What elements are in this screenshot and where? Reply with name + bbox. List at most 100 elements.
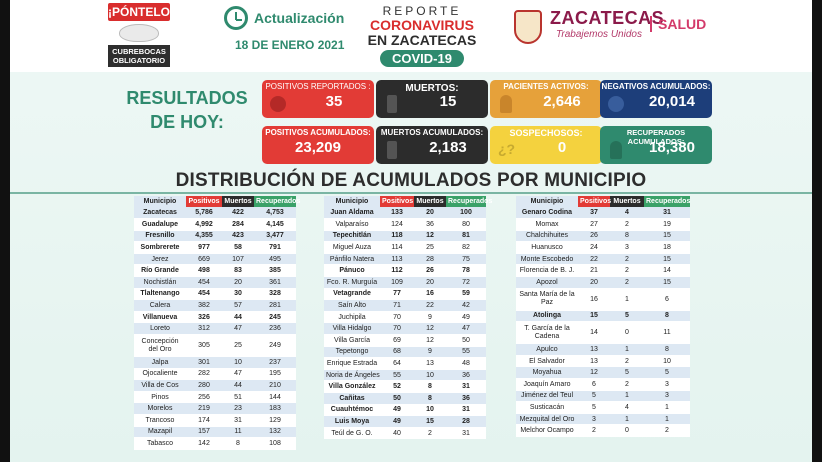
cell-positivos: 13 bbox=[578, 343, 610, 356]
cell-municipio: Teúl de G. O. bbox=[324, 427, 380, 440]
cell-municipio: Pánfilo Natera bbox=[324, 253, 380, 266]
cell-positivos: 124 bbox=[380, 218, 414, 231]
table-row: Tepetongo 68 9 55 bbox=[324, 346, 486, 359]
table-row: Chalchihuites 26 8 15 bbox=[516, 230, 690, 243]
table-row: Noria de Ángeles 55 10 36 bbox=[324, 369, 486, 382]
cell-muertos: 8 bbox=[414, 380, 446, 393]
cell-recuperados: 75 bbox=[446, 253, 486, 266]
cell-municipio: Apulco bbox=[516, 343, 578, 356]
cell-positivos: 113 bbox=[380, 253, 414, 266]
cell-municipio: Cañitas bbox=[324, 392, 380, 405]
card-value: 15 bbox=[439, 93, 457, 110]
cell-muertos: 31 bbox=[222, 414, 254, 427]
cell-muertos: 12 bbox=[414, 322, 446, 336]
cell-muertos: 2 bbox=[610, 355, 644, 368]
cell-muertos: 0 bbox=[610, 321, 644, 345]
cell-muertos: 44 bbox=[222, 311, 254, 324]
cell-recuperados: 55 bbox=[446, 346, 486, 359]
cell-recuperados: 31 bbox=[644, 207, 690, 220]
table-row: Atolinga 15 5 8 bbox=[516, 310, 690, 323]
card-value: 35 bbox=[325, 93, 343, 110]
results-title-line-1: RESULTADOS bbox=[126, 88, 248, 108]
cell-positivos: 5,786 bbox=[186, 207, 222, 220]
cell-recuperados: 108 bbox=[254, 437, 296, 450]
header-recuperados: Recuperados bbox=[644, 196, 691, 207]
cell-municipio: Morelos bbox=[134, 402, 186, 415]
cell-muertos: 12 bbox=[414, 334, 446, 347]
cell-positivos: 50 bbox=[380, 392, 414, 405]
cell-recuperados: 791 bbox=[254, 241, 296, 254]
cell-muertos: 57 bbox=[222, 299, 254, 312]
card-label: NEGATIVOS ACUMULADOS: bbox=[601, 82, 711, 91]
cell-positivos: 382 bbox=[186, 299, 222, 312]
cell-recuperados: 245 bbox=[254, 311, 296, 324]
cell-recuperados: 4,753 bbox=[254, 207, 296, 220]
cell-muertos: 8 bbox=[414, 392, 446, 405]
cell-municipio: Fresnillo bbox=[134, 230, 186, 243]
table-row: Villanueva 326 44 245 bbox=[134, 311, 296, 324]
cell-muertos: 47 bbox=[222, 322, 254, 336]
cell-municipio: Calera bbox=[134, 299, 186, 312]
table-row: Mazapil 157 11 132 bbox=[134, 426, 296, 439]
cell-positivos: 256 bbox=[186, 391, 222, 404]
cell-positivos: 280 bbox=[186, 379, 222, 392]
table-row: Melchor Ocampo 2 0 2 bbox=[516, 424, 690, 437]
table-row: Apozol 20 2 15 bbox=[516, 276, 690, 289]
cell-positivos: 133 bbox=[380, 207, 414, 220]
cell-recuperados: 210 bbox=[254, 379, 296, 392]
cell-recuperados: 2 bbox=[644, 424, 690, 437]
cell-recuperados: 1 bbox=[644, 413, 690, 426]
cell-municipio: Sombrerete bbox=[134, 241, 186, 254]
header-positivos: Positivos bbox=[578, 196, 612, 207]
cell-muertos: 2 bbox=[610, 253, 644, 266]
update-date: 18 DE ENERO 2021 bbox=[235, 38, 345, 52]
table-row: Concepción del Oro 305 25 249 bbox=[134, 334, 296, 358]
cell-positivos: 219 bbox=[186, 402, 222, 415]
table-row: Villa de Cos 280 44 210 bbox=[134, 379, 296, 392]
cell-muertos: 20 bbox=[222, 276, 254, 289]
cell-positivos: 52 bbox=[380, 380, 414, 393]
cell-positivos: 2 bbox=[578, 424, 610, 437]
cell-positivos: 305 bbox=[186, 334, 222, 358]
cell-recuperados: 5 bbox=[644, 366, 690, 380]
cell-positivos: 5 bbox=[578, 390, 610, 403]
cell-municipio: Tepetongo bbox=[324, 346, 380, 359]
cell-positivos: 4,355 bbox=[186, 230, 222, 243]
cell-recuperados: 47 bbox=[446, 322, 486, 336]
cell-muertos: 15 bbox=[414, 415, 446, 428]
cell-positivos: 174 bbox=[186, 414, 222, 427]
cell-recuperados: 129 bbox=[254, 414, 296, 427]
cell-positivos: 157 bbox=[186, 426, 222, 439]
cell-positivos: 142 bbox=[186, 437, 222, 450]
cell-positivos: 16 bbox=[578, 288, 610, 311]
mask-badge: ¡PÓNTELO! CUBREBOCAS OBLIGATORIO bbox=[108, 0, 174, 72]
cell-recuperados: 31 bbox=[446, 404, 486, 417]
cell-positivos: 118 bbox=[380, 230, 414, 243]
cell-recuperados: 3 bbox=[644, 378, 690, 391]
table-row: El Salvador 13 2 10 bbox=[516, 355, 690, 368]
badge-top-text: ¡PÓNTELO! bbox=[108, 3, 174, 21]
cell-municipio: Mezquital del Oro bbox=[516, 413, 578, 426]
table-row: Zacatecas 5,786 422 4,753 bbox=[134, 207, 296, 220]
state-brand: ZACATECAS Trabajemos Unidos bbox=[550, 8, 664, 40]
cell-recuperados: 236 bbox=[254, 322, 296, 336]
cell-municipio: Concepción del Oro bbox=[134, 334, 186, 358]
cell-recuperados: 50 bbox=[446, 334, 486, 347]
cell-recuperados: 249 bbox=[254, 334, 296, 358]
cell-positivos: 5 bbox=[578, 401, 610, 414]
cell-municipio: Chalchihuites bbox=[516, 230, 578, 243]
results-title-line-2: DE HOY: bbox=[150, 112, 224, 132]
brand-name: ZACATECAS bbox=[550, 8, 665, 28]
table-row: Susticacán 5 4 1 bbox=[516, 401, 690, 414]
question-icon: ¿? bbox=[498, 141, 516, 157]
cell-municipio: Santa María de la Paz bbox=[516, 288, 578, 311]
table-row: Valparaíso 124 36 80 bbox=[324, 218, 486, 231]
results-title: RESULTADOS DE HOY: bbox=[122, 86, 252, 134]
cell-positivos: 20 bbox=[578, 276, 610, 289]
cell-recuperados: 78 bbox=[446, 264, 486, 278]
cell-positivos: 3 bbox=[578, 413, 610, 426]
cell-municipio: Jalpa bbox=[134, 356, 186, 369]
cell-muertos: 3 bbox=[610, 241, 644, 254]
cell-municipio: Tlaltenango bbox=[134, 288, 186, 301]
cell-muertos: 2 bbox=[610, 218, 644, 231]
